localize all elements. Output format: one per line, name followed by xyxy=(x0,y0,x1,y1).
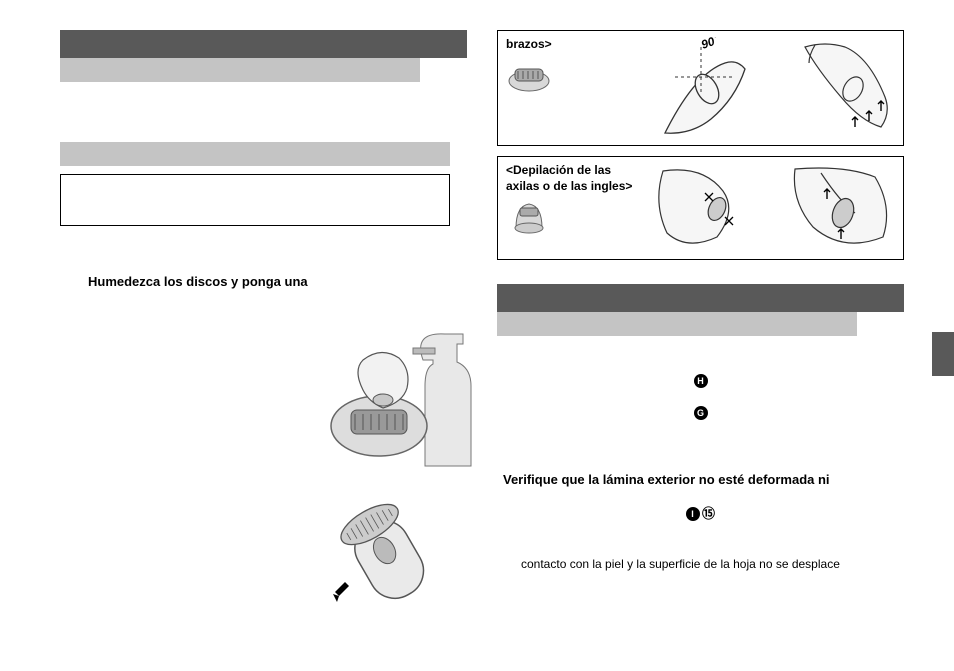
info-box-empty xyxy=(60,174,450,226)
usage-box-axilas: <Depilación de las axilas o de las ingle… xyxy=(497,156,904,260)
right-column: brazos> xyxy=(497,30,904,661)
device-angled-illustration xyxy=(307,482,457,627)
axilas-ingles-illustration xyxy=(655,163,895,253)
section-bar-light-2 xyxy=(60,142,450,166)
symbol-H-line: H xyxy=(497,372,904,390)
section-bar-light xyxy=(60,58,420,82)
usage-box-arms: brazos> xyxy=(497,30,904,146)
epilator-cap-small-icon xyxy=(506,198,552,234)
verifique-text: Verifique que la lámina exterior no esté… xyxy=(503,472,904,487)
symbol-G-line: G xyxy=(497,404,904,422)
usage-label-arms: brazos> xyxy=(506,37,552,53)
soap-epilator-illustration xyxy=(293,330,473,475)
section-bar-dark-r xyxy=(497,284,904,312)
section-bar-dark xyxy=(60,30,467,58)
arms-legs-illustration: 90˚ xyxy=(560,37,895,137)
symbol-I15-line: I⑮ xyxy=(497,505,904,523)
left-column: Humedezca los discos y ponga una xyxy=(60,30,467,661)
epilator-cap-icon xyxy=(506,57,552,93)
circle-I-icon: I xyxy=(686,507,700,521)
usage-label-axilas: <Depilación de las axilas o de las ingle… xyxy=(506,163,647,194)
angle-90-label: 90˚ xyxy=(699,37,721,52)
circle-H-icon: H xyxy=(694,374,708,388)
page-side-tab xyxy=(932,332,954,376)
contacto-text: contacto con la piel y la superficie de … xyxy=(521,557,904,571)
section-bar-light-r xyxy=(497,312,857,336)
circle-15-icon: ⑮ xyxy=(702,507,716,521)
humedezca-text: Humedezca los discos y ponga una xyxy=(88,274,467,289)
circle-G-icon: G xyxy=(694,406,708,420)
